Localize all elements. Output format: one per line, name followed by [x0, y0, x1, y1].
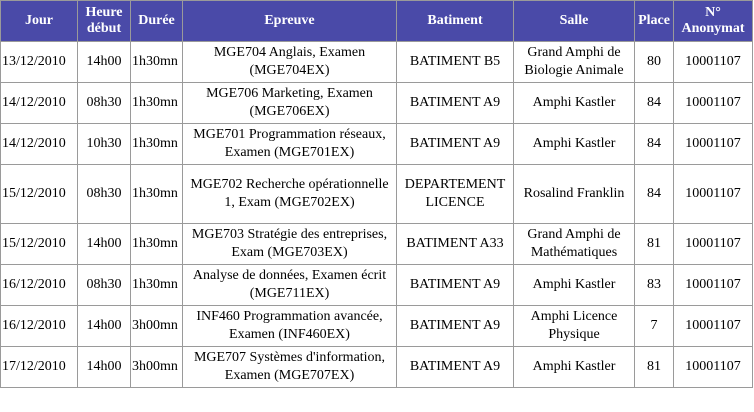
cell-epreuve: MGE703 Stratégie des entreprises, Exam (…	[182, 223, 397, 265]
cell-batiment: DEPARTEMENT LICENCE	[396, 164, 514, 224]
cell-batiment: BATIMENT A33	[396, 223, 514, 265]
cell-place: 81	[634, 346, 674, 388]
cell-heure: 14h00	[77, 346, 131, 388]
table-row: 16/12/2010 08h30 1h30mn Analyse de donné…	[0, 264, 753, 306]
cell-salle: Amphi Licence Physique	[513, 305, 635, 347]
cell-anonymat: 10001107	[673, 346, 753, 388]
column-header-heure-debut: Heure début	[77, 0, 131, 42]
cell-heure: 08h30	[77, 82, 131, 124]
column-header-duree: Durée	[130, 0, 183, 42]
cell-salle: Grand Amphi de Mathématiques	[513, 223, 635, 265]
cell-jour: 15/12/2010	[0, 223, 78, 265]
cell-place: 84	[634, 123, 674, 165]
cell-heure: 14h00	[77, 305, 131, 347]
cell-place: 84	[634, 164, 674, 224]
column-header-anonymat: N° Anonymat	[673, 0, 753, 42]
table-row: 17/12/2010 14h00 3h00mn MGE707 Systèmes …	[0, 346, 753, 388]
cell-batiment: BATIMENT A9	[396, 82, 514, 124]
cell-jour: 14/12/2010	[0, 82, 78, 124]
cell-anonymat: 10001107	[673, 82, 753, 124]
cell-batiment: BATIMENT A9	[396, 305, 514, 347]
column-header-batiment: Batiment	[396, 0, 514, 42]
cell-place: 83	[634, 264, 674, 306]
cell-duree: 1h30mn	[130, 123, 183, 165]
cell-salle: Amphi Kastler	[513, 82, 635, 124]
cell-jour: 16/12/2010	[0, 305, 78, 347]
cell-anonymat: 10001107	[673, 264, 753, 306]
cell-duree: 3h00mn	[130, 305, 183, 347]
cell-batiment: BATIMENT A9	[396, 123, 514, 165]
cell-heure: 08h30	[77, 164, 131, 224]
cell-epreuve: MGE706 Marketing, Examen (MGE706EX)	[182, 82, 397, 124]
cell-salle: Amphi Kastler	[513, 264, 635, 306]
cell-batiment: BATIMENT A9	[396, 264, 514, 306]
column-header-epreuve: Epreuve	[182, 0, 397, 42]
cell-place: 7	[634, 305, 674, 347]
cell-anonymat: 10001107	[673, 41, 753, 83]
cell-salle: Amphi Kastler	[513, 123, 635, 165]
cell-duree: 1h30mn	[130, 264, 183, 306]
cell-place: 81	[634, 223, 674, 265]
table-row: 14/12/2010 08h30 1h30mn MGE706 Marketing…	[0, 82, 753, 124]
cell-epreuve: MGE707 Systèmes d'information, Examen (M…	[182, 346, 397, 388]
cell-jour: 15/12/2010	[0, 164, 78, 224]
cell-jour: 14/12/2010	[0, 123, 78, 165]
column-header-jour: Jour	[0, 0, 78, 42]
cell-batiment: BATIMENT B5	[396, 41, 514, 83]
column-header-place: Place	[634, 0, 674, 42]
cell-epreuve: INF460 Programmation avancée, Examen (IN…	[182, 305, 397, 347]
cell-salle: Grand Amphi de Biologie Animale	[513, 41, 635, 83]
cell-anonymat: 10001107	[673, 123, 753, 165]
table-body: 13/12/2010 14h00 1h30mn MGE704 Anglais, …	[0, 41, 753, 388]
cell-place: 84	[634, 82, 674, 124]
cell-epreuve: MGE704 Anglais, Examen (MGE704EX)	[182, 41, 397, 83]
table-header: Jour Heure début Durée Epreuve Batiment …	[0, 0, 753, 42]
column-header-salle: Salle	[513, 0, 635, 42]
cell-jour: 16/12/2010	[0, 264, 78, 306]
cell-duree: 1h30mn	[130, 41, 183, 83]
cell-duree: 1h30mn	[130, 82, 183, 124]
cell-duree: 1h30mn	[130, 164, 183, 224]
cell-epreuve: Analyse de données, Examen écrit (MGE711…	[182, 264, 397, 306]
cell-heure: 14h00	[77, 41, 131, 83]
table-row: 15/12/2010 08h30 1h30mn MGE702 Recherche…	[0, 164, 753, 224]
cell-heure: 08h30	[77, 264, 131, 306]
table-row: 16/12/2010 14h00 3h00mn INF460 Programma…	[0, 305, 753, 347]
cell-jour: 13/12/2010	[0, 41, 78, 83]
cell-epreuve: MGE701 Programmation réseaux, Examen (MG…	[182, 123, 397, 165]
table-row: 13/12/2010 14h00 1h30mn MGE704 Anglais, …	[0, 41, 753, 83]
cell-duree: 1h30mn	[130, 223, 183, 265]
cell-duree: 3h00mn	[130, 346, 183, 388]
exam-schedule-table: Jour Heure début Durée Epreuve Batiment …	[0, 0, 753, 388]
cell-anonymat: 10001107	[673, 164, 753, 224]
cell-batiment: BATIMENT A9	[396, 346, 514, 388]
table-row: 15/12/2010 14h00 1h30mn MGE703 Stratégie…	[0, 223, 753, 265]
cell-heure: 10h30	[77, 123, 131, 165]
cell-anonymat: 10001107	[673, 305, 753, 347]
cell-anonymat: 10001107	[673, 223, 753, 265]
cell-epreuve: MGE702 Recherche opérationnelle 1, Exam …	[182, 164, 397, 224]
cell-place: 80	[634, 41, 674, 83]
cell-salle: Amphi Kastler	[513, 346, 635, 388]
cell-jour: 17/12/2010	[0, 346, 78, 388]
table-row: 14/12/2010 10h30 1h30mn MGE701 Programma…	[0, 123, 753, 165]
cell-heure: 14h00	[77, 223, 131, 265]
cell-salle: Rosalind Franklin	[513, 164, 635, 224]
